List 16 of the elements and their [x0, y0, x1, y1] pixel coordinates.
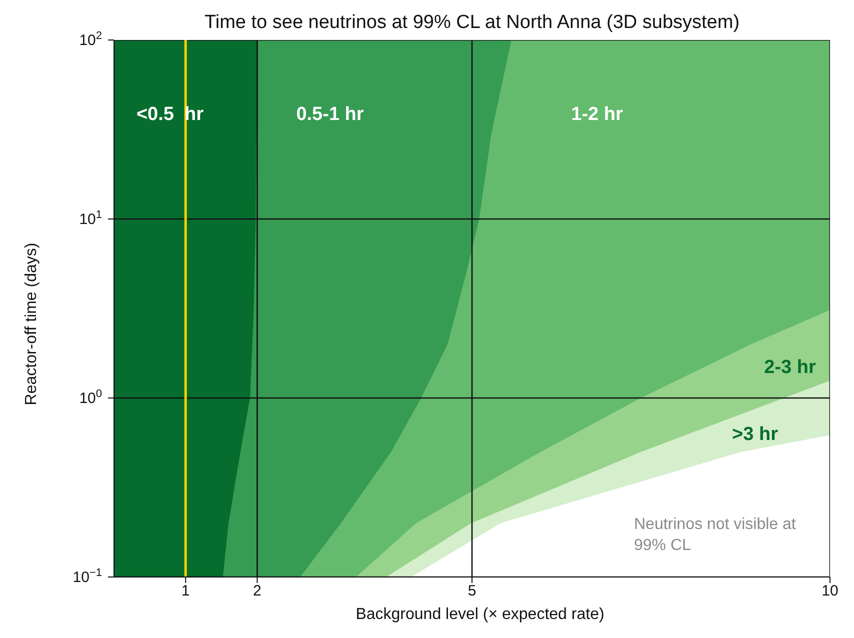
series-label: 2-3 hr [764, 357, 816, 379]
y-tick-label: 10$^{0}$ [79, 388, 102, 407]
series-label: Neutrinos not visible at 99% CL [634, 515, 797, 556]
y-axis-title: Reactor-off time (days) [23, 242, 41, 405]
y-tick-label: 10$^{1}$ [79, 209, 102, 228]
chart-title: Time to see neutrinos at 99% CL at North Anna (3D subsystem) [203, 12, 741, 34]
x-axis-title: Background level (× expected rate) [354, 606, 606, 624]
y-tick-label: 10$^{−1}$ [72, 567, 102, 586]
series-label: 0.5-1 hr [296, 104, 364, 126]
x-tick-label: 1 [181, 582, 190, 600]
series-label: 1-2 hr [571, 104, 623, 126]
y-tick-label: 10$^{2}$ [79, 30, 102, 49]
series-label: >3 hr [732, 424, 778, 446]
x-tick-label: 10 [822, 582, 838, 600]
x-tick-label: 5 [468, 582, 476, 600]
x-tick-label: 2 [253, 582, 262, 600]
